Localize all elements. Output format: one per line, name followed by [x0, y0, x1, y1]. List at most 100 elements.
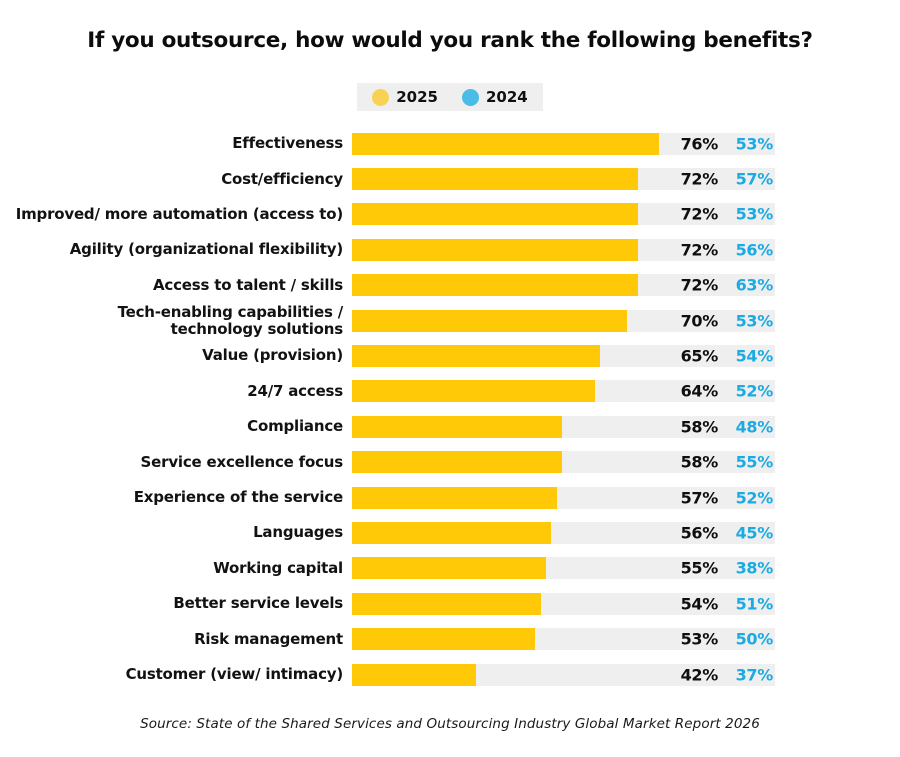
category-label: Effectiveness: [232, 134, 343, 153]
value-2025: 72%: [680, 204, 719, 224]
bar-track: 57% 52%: [352, 486, 775, 509]
bars-container: Effectiveness 76% 53% Cost/efficiency 72…: [0, 126, 900, 692]
bar-row: Better service levels 54% 51%: [0, 586, 900, 621]
legend-dot-2024-icon: [462, 88, 479, 106]
bar-row: Access to talent / skills 72% 63%: [0, 268, 900, 303]
bar-track: 53% 50%: [352, 628, 775, 651]
bar-row: Agility (organizational flexibility) 72%…: [0, 232, 900, 267]
legend-item-2025: 2025: [372, 88, 438, 106]
category-label: Languages: [253, 523, 343, 542]
bar-fill-2025: [352, 132, 660, 155]
bar-row: Working capital 55% 38%: [0, 551, 900, 586]
bar-row: Service excellence focus 58% 55%: [0, 445, 900, 480]
bar-row: Experience of the service 57% 52%: [0, 480, 900, 515]
value-2025: 76%: [680, 134, 719, 154]
bar-row: Tech-enabling capabilities / technology …: [0, 303, 900, 338]
category-label: Agility (organizational flexibility): [69, 240, 343, 259]
bar-fill-2025: [352, 415, 563, 438]
value-2025: 65%: [680, 346, 719, 366]
value-2024: 45%: [735, 523, 774, 543]
legend-box: 2025 2024: [357, 83, 543, 111]
value-2025: 53%: [680, 629, 719, 649]
value-2025: 72%: [680, 240, 719, 260]
category-label: Service excellence focus: [140, 452, 344, 471]
bar-track: 72% 63%: [352, 274, 775, 297]
chart-title: If you outsource, how would you rank the…: [87, 28, 813, 53]
value-2025: 54%: [680, 594, 719, 614]
bar-fill-2025: [352, 451, 563, 474]
category-label: Better service levels: [173, 594, 343, 613]
category-label: Tech-enabling capabilities / technology …: [117, 302, 344, 338]
bar-row: Compliance 58% 48%: [0, 409, 900, 444]
category-label: Customer (view/ intimacy): [125, 665, 344, 683]
value-2024: 48%: [735, 417, 774, 437]
bar-fill-2025: [352, 663, 476, 686]
bar-track: 54% 51%: [352, 592, 775, 615]
value-2025: 64%: [680, 381, 719, 401]
bar-track: 65% 54%: [352, 345, 775, 368]
bar-fill-2025: [352, 345, 600, 368]
bar-fill-2025: [352, 628, 536, 651]
value-2025: 42%: [680, 665, 719, 685]
legend-label-2024: 2024: [486, 88, 528, 106]
bar-track: 56% 45%: [352, 521, 775, 544]
bar-fill-2025: [352, 309, 627, 332]
legend: 2025 2024: [0, 83, 900, 111]
bar-row: 24/7 access 64% 52%: [0, 374, 900, 409]
value-2024: 57%: [735, 169, 774, 189]
bar-row: Value (provision) 65% 54%: [0, 338, 900, 373]
bar-track: 64% 52%: [352, 380, 775, 403]
bar-track: 72% 57%: [352, 168, 775, 191]
bar-row: Languages 56% 45%: [0, 515, 900, 550]
source-note: Source: State of the Shared Services and…: [140, 716, 760, 732]
bar-fill-2025: [352, 203, 638, 226]
value-2024: 63%: [735, 275, 774, 295]
value-2025: 58%: [680, 417, 719, 437]
bar-track: 76% 53%: [352, 132, 775, 155]
value-2024: 50%: [735, 629, 774, 649]
bar-row: Cost/efficiency 72% 57%: [0, 161, 900, 196]
legend-dot-2025-icon: [372, 88, 390, 106]
legend-label-2025: 2025: [396, 88, 438, 106]
category-label: Access to talent / skills: [153, 275, 343, 294]
bar-track: 58% 55%: [352, 451, 775, 474]
category-label: Cost/efficiency: [221, 169, 343, 188]
bar-track: 55% 38%: [352, 557, 775, 580]
bar-row: Improved/ more automation (access to) 72…: [0, 197, 900, 232]
value-2024: 37%: [735, 665, 774, 685]
bar-fill-2025: [352, 238, 638, 261]
value-2025: 55%: [680, 558, 719, 578]
bar-fill-2025: [352, 557, 546, 580]
bar-fill-2025: [352, 486, 557, 509]
bar-track: 72% 56%: [352, 238, 775, 261]
value-2025: 72%: [680, 275, 719, 295]
value-2025: 58%: [680, 452, 719, 472]
value-2024: 55%: [735, 452, 774, 472]
value-2025: 70%: [680, 311, 719, 331]
value-2025: 56%: [680, 523, 719, 543]
bar-track: 72% 53%: [352, 203, 775, 226]
value-2025: 57%: [680, 488, 719, 508]
bar-track: 70% 53%: [352, 309, 775, 332]
bar-row: Effectiveness 76% 53%: [0, 126, 900, 161]
category-label: Compliance: [247, 417, 343, 436]
value-2024: 53%: [735, 311, 774, 331]
category-label: 24/7 access: [247, 381, 343, 400]
value-2024: 52%: [735, 381, 774, 401]
bar-fill-2025: [352, 521, 552, 544]
bar-row: Risk management 53% 50%: [0, 621, 900, 656]
value-2024: 52%: [735, 488, 774, 508]
bar-track: 42% 37%: [352, 663, 775, 686]
bar-fill-2025: [352, 274, 638, 297]
value-2024: 38%: [735, 558, 774, 578]
bar-row: Customer (view/ intimacy) 42% 37%: [0, 657, 900, 692]
category-label: Working capital: [213, 558, 343, 577]
bar-fill-2025: [352, 592, 541, 615]
value-2024: 53%: [735, 134, 774, 154]
bar-track: 58% 48%: [352, 415, 775, 438]
category-label: Improved/ more automation (access to): [15, 204, 343, 223]
value-2024: 54%: [735, 346, 774, 366]
value-2024: 53%: [735, 204, 774, 224]
category-label: Experience of the service: [133, 488, 343, 507]
legend-item-2024: 2024: [462, 88, 528, 106]
